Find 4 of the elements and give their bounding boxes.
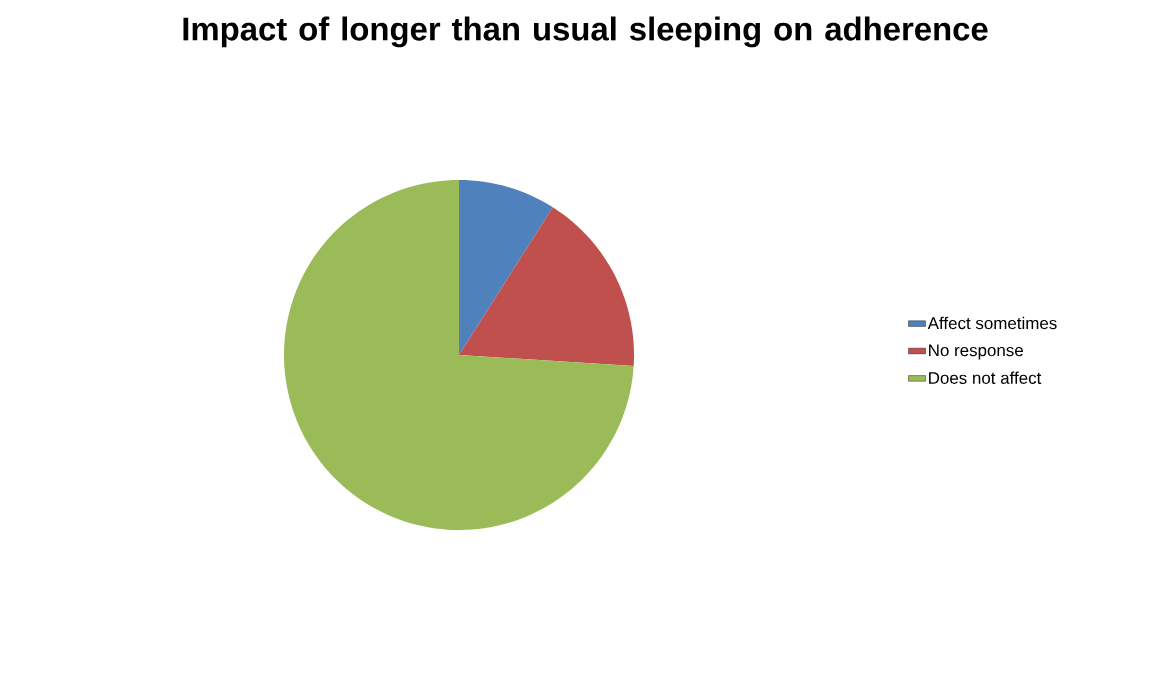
legend-label: Does not affect [929,371,1042,384]
legend-label: Affect sometimes [927,316,1057,330]
chart-title: Impact of longer than usual sleeping on adherence [183,16,988,48]
legend-label: No response [929,344,1023,360]
